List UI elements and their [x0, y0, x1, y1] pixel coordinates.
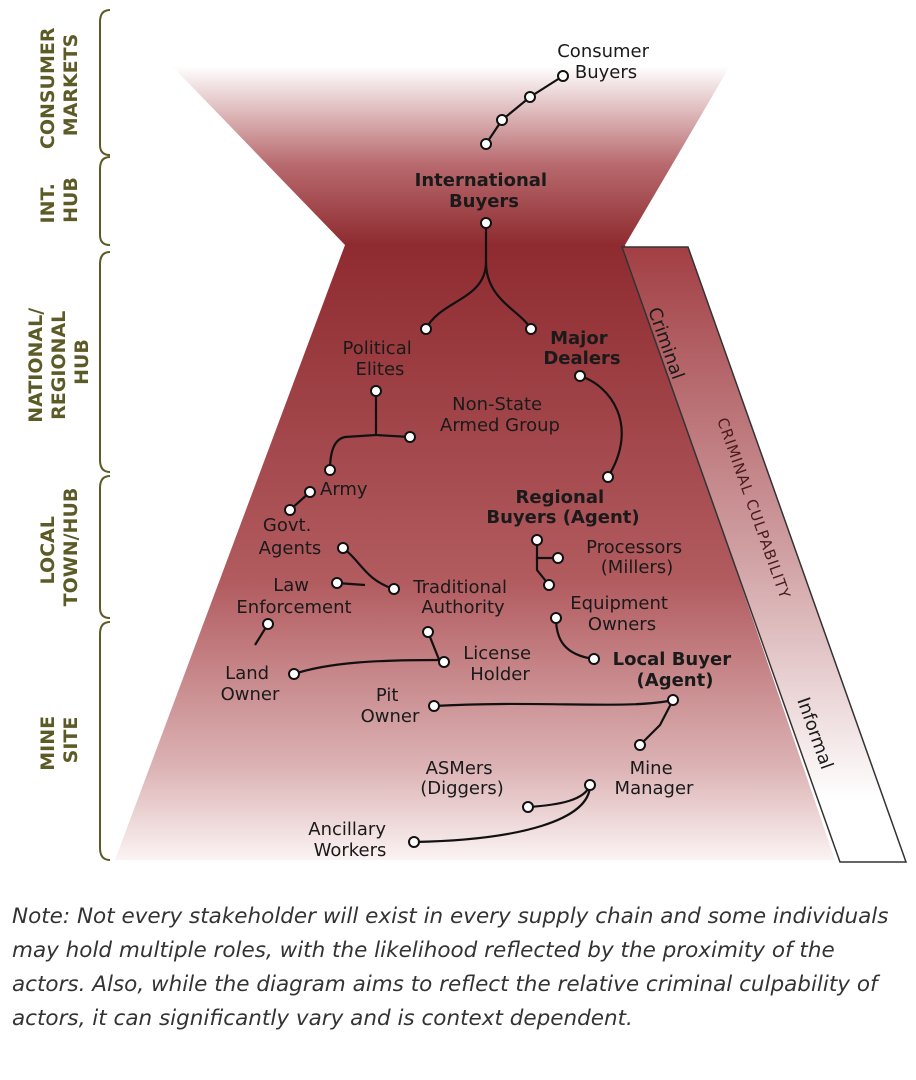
- actor-traditional-authority: Traditional Authority: [412, 577, 512, 618]
- band-national-regional-hub: NATIONAL/ REGIONAL HUB: [25, 301, 93, 423]
- culpability-bar: [620, 246, 908, 863]
- actor-major-dealers: Major Dealers: [543, 328, 620, 369]
- actor-govt-agents: Govt. Agents: [259, 515, 322, 559]
- supply-chain-diagram: Criminal CRIMINAL CULPABILITY Informal C…: [25, 9, 908, 863]
- actor-mine-manager: Mine Manager: [615, 758, 694, 799]
- band-local-town-hub: LOCAL TOWN/HUB: [37, 488, 82, 607]
- actor-pit-owner: Pit Owner: [361, 685, 420, 727]
- actor-equipment-owners: Equipment Owners: [570, 593, 673, 635]
- diagram-note: Note: Not every stakeholder will exist i…: [12, 904, 889, 1031]
- actor-license-holder: License Holder: [463, 643, 537, 685]
- connector-nodes: [262, 70, 679, 848]
- actor-army: Army: [320, 479, 368, 500]
- actor-non-state-armed-group: Non-State Armed Group: [440, 394, 560, 436]
- funnel-top: [172, 66, 730, 245]
- actor-political-elites: Political Elites: [343, 338, 418, 380]
- actor-ancillary-workers: Ancillary Workers: [308, 819, 391, 861]
- actor-land-owner: Land Owner: [221, 663, 280, 705]
- band-consumer-markets: CONSUMER MARKETS: [37, 21, 82, 149]
- actor-local-buyer: Local Buyer (Agent): [613, 649, 738, 691]
- band-int-hub: INT. HUB: [37, 177, 82, 224]
- actor-asmers: ASMers (Diggers): [420, 758, 504, 799]
- actor-law-enforcement: Law Enforcement: [236, 575, 351, 618]
- band-braces: [99, 9, 111, 861]
- actor-regional-buyers: Regional Buyers (Agent): [486, 487, 639, 528]
- actor-international-buyers: International Buyers: [415, 170, 554, 212]
- actor-consumer-buyers: Consumer Buyers: [557, 41, 655, 83]
- band-mine-site: MINE SITE: [37, 709, 82, 770]
- actor-processors: Processors (Millers): [586, 537, 688, 578]
- funnel-bottom: [115, 245, 835, 860]
